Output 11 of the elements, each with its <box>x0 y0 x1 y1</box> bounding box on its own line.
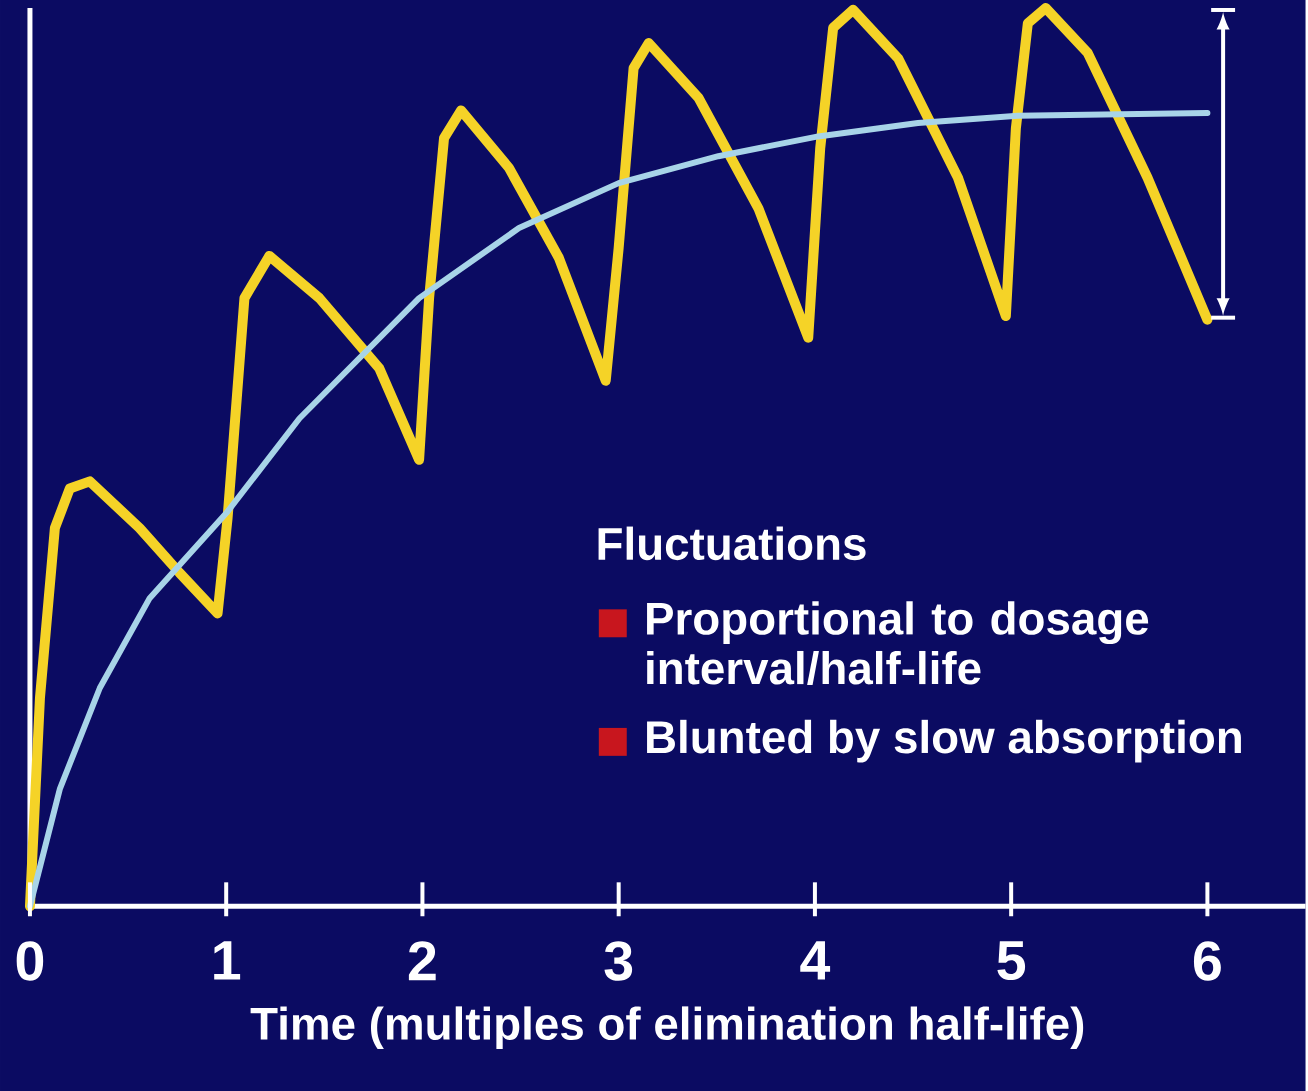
x-tick-label: 6 <box>1193 941 1221 981</box>
annotation: Proportional to dosage interval/half-life <box>647 601 1149 686</box>
x-tick-label: 4 <box>800 941 831 980</box>
x-axis-title: Time (multiples of elimination half-life) <box>250 1006 1084 1050</box>
annotation: Fluctuations <box>598 526 866 561</box>
x-tick-label: 1 <box>214 941 241 980</box>
x-tick-label: 3 <box>604 941 633 981</box>
x-tick-label: 5 <box>997 941 1026 981</box>
x-tick-label: 0 <box>16 941 44 981</box>
annotation: Blunted by slow absorption <box>647 719 1241 763</box>
x-tick-label: 2 <box>408 941 436 981</box>
